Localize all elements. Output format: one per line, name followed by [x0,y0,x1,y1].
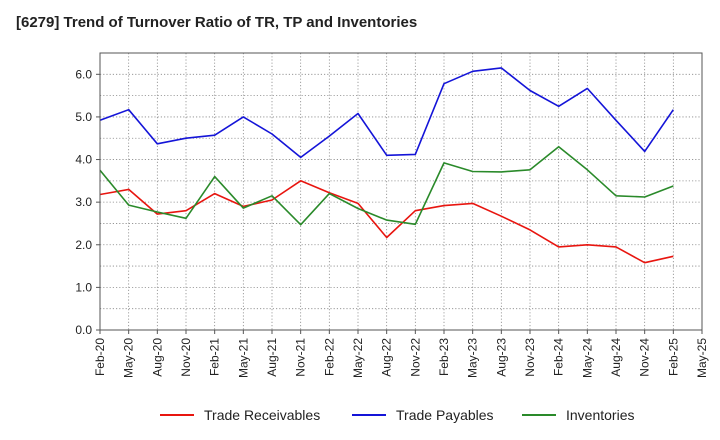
grid-lines [100,53,702,330]
series-lines [99,67,674,264]
x-tick-label: Aug-20 [150,338,164,377]
x-tick-label: May-20 [122,338,136,378]
legend: Trade Receivables Trade Payables Inventori… [160,407,634,423]
y-tick-label: 3.0 [75,195,92,209]
series-line-trade-payables [99,67,674,159]
x-tick-label: May-22 [351,338,365,378]
series-line-inventories [99,146,674,226]
x-tick-label: Nov-24 [638,338,652,377]
legend-label: Inventories [566,407,634,423]
x-tick-label: Feb-20 [93,338,107,376]
x-tick-label: Feb-21 [208,338,222,376]
x-tick-label: Aug-21 [265,338,279,377]
x-tick-label: Aug-24 [609,338,623,377]
x-tick-label: Nov-22 [408,338,422,377]
legend-label: Trade Payables [396,407,494,423]
x-tick-label: May-24 [580,338,594,378]
y-axis-ticks: 0.0 1.0 2.0 3.0 4.0 5.0 6.0 [75,67,100,337]
x-tick-label: Feb-24 [552,338,566,376]
plot-frame [99,52,703,331]
x-tick-label: Feb-23 [437,338,451,376]
x-tick-label: Nov-23 [523,338,537,377]
x-tick-label: Feb-25 [666,338,680,376]
x-tick-label: Aug-22 [380,338,394,377]
y-tick-label: 6.0 [75,67,92,81]
chart-title: [6279] Trend of Turnover Ratio of TR, TP… [16,14,418,31]
x-tick-label: May-23 [466,338,480,378]
series-line-trade-receivables [99,180,674,264]
x-axis-ticks: Feb-20 May-20 Aug-20 Nov-20 Feb-21 May-21 Aug-… [93,330,709,378]
x-tick-label: May-21 [236,338,250,378]
y-tick-label: 5.0 [75,110,92,124]
x-tick-label: Aug-23 [494,338,508,377]
x-tick-label: May-25 [695,338,709,378]
y-tick-label: 1.0 [75,280,92,294]
y-tick-label: 2.0 [75,238,92,252]
x-tick-label: Nov-20 [179,338,193,377]
x-tick-label: Nov-21 [294,338,308,377]
y-tick-label: 0.0 [75,323,92,337]
x-tick-label: Feb-22 [322,338,336,376]
y-tick-label: 4.0 [75,153,92,167]
legend-label: Trade Receivables [204,407,320,423]
